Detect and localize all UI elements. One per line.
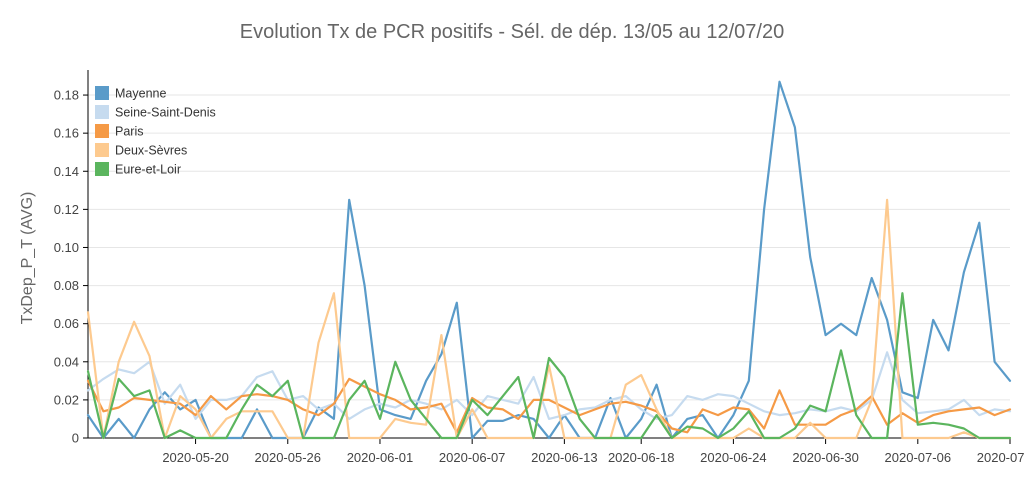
y-axis: 0 0.02 0.04 0.06 0.08 0.10 0.12 0.14 0.16 0.18 bbox=[54, 70, 89, 446]
x-tick-label: 2020-06-07 bbox=[439, 450, 506, 465]
legend-swatch bbox=[95, 143, 109, 157]
legend-label: Paris bbox=[115, 125, 143, 139]
series-lines bbox=[86, 80, 1012, 440]
legend-swatch bbox=[95, 124, 109, 138]
series-line-paris bbox=[86, 377, 1012, 434]
y-tick-label: 0.04 bbox=[54, 354, 79, 369]
x-tick-label: 2020-06-01 bbox=[347, 450, 414, 465]
y-tick-label: 0.16 bbox=[54, 126, 79, 141]
x-tick-label: 2020-07-06 bbox=[885, 450, 952, 465]
legend-label: Deux-Sèvres bbox=[115, 144, 187, 158]
legend-swatch bbox=[95, 86, 109, 100]
legend-label: Mayenne bbox=[115, 87, 166, 101]
grid-lines bbox=[88, 94, 1010, 401]
y-tick-label: 0.08 bbox=[54, 278, 79, 293]
series-line-deux-s-vres bbox=[86, 198, 1012, 440]
y-tick-label: 0.14 bbox=[54, 164, 79, 179]
x-tick-label: 2020-06-30 bbox=[792, 450, 859, 465]
chart-title: Evolution Tx de PCR positifs - Sél. de d… bbox=[240, 21, 784, 43]
legend-label: Eure-et-Loir bbox=[115, 163, 181, 177]
x-tick-label: 2020-07-12 bbox=[977, 450, 1024, 465]
x-tick-label: 2020-05-26 bbox=[255, 450, 322, 465]
x-tick-label: 2020-06-13 bbox=[531, 450, 598, 465]
x-tick-label: 2020-05-20 bbox=[162, 450, 229, 465]
y-tick-label: 0.10 bbox=[54, 240, 79, 255]
legend: Mayenne Seine-Saint-Denis Paris Deux-Sèvres… bbox=[95, 86, 216, 177]
y-tick-label: 0.12 bbox=[54, 202, 79, 217]
legend-swatch bbox=[95, 105, 109, 119]
x-axis: 2020-05-20 2020-05-26 2020-06-01 2020-06-07… bbox=[88, 437, 1024, 465]
y-tick-label: 0 bbox=[72, 431, 79, 446]
x-tick-label: 2020-06-18 bbox=[608, 450, 675, 465]
y-tick-label: 0.18 bbox=[54, 88, 79, 103]
series-line-eure-et-loir bbox=[86, 292, 1012, 440]
legend-swatch bbox=[95, 162, 109, 176]
y-tick-label: 0.02 bbox=[54, 392, 79, 407]
legend-label: Seine-Saint-Denis bbox=[115, 106, 216, 120]
series-line-mayenne bbox=[86, 80, 1012, 440]
x-tick-label: 2020-06-24 bbox=[700, 450, 767, 465]
y-tick-label: 0.06 bbox=[54, 316, 79, 331]
y-axis-label: TxDep_P_T (AVG) bbox=[19, 192, 36, 325]
